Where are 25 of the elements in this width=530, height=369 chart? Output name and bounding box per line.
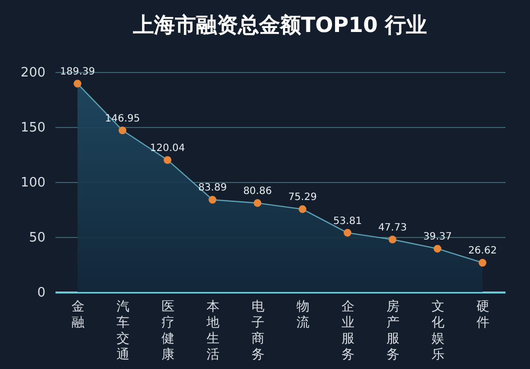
y-tick-label: 100 — [20, 176, 46, 190]
y-tick-label: 0 — [37, 286, 46, 300]
x-tick-label: 电子商务 — [252, 300, 264, 362]
data-label: 83.89 — [198, 182, 227, 194]
x-tick-label: 金融 — [72, 300, 84, 330]
x-tick-label: 汽车交通 — [116, 300, 130, 362]
x-tick-label: 物流 — [296, 300, 310, 330]
x-tick-label: 文化娱乐 — [432, 300, 444, 362]
data-label: 80.86 — [243, 186, 272, 198]
y-tick-label: 200 — [20, 66, 46, 80]
data-label: 47.73 — [378, 222, 407, 234]
data-label: 39.37 — [423, 232, 452, 243]
y-tick-label: 50 — [28, 230, 46, 246]
data-label: 53.81 — [333, 216, 362, 227]
data-label: 189.39 — [60, 66, 95, 78]
data-label: 120.04 — [150, 142, 185, 154]
x-tick-label: 房产服务 — [386, 298, 400, 362]
chart-title: 上海市融资总金额TOP10 行业 — [132, 13, 428, 37]
data-label: 26.62 — [468, 246, 497, 257]
x-tick-label: 企业服务 — [342, 300, 354, 362]
y-tick-label: 150 — [20, 120, 46, 136]
data-label: 75.29 — [288, 192, 317, 204]
x-tick-label: 硬件 — [476, 300, 490, 330]
x-tick-label: 医疗健康 — [162, 300, 174, 362]
x-tick-label: 本地生活 — [206, 300, 220, 362]
